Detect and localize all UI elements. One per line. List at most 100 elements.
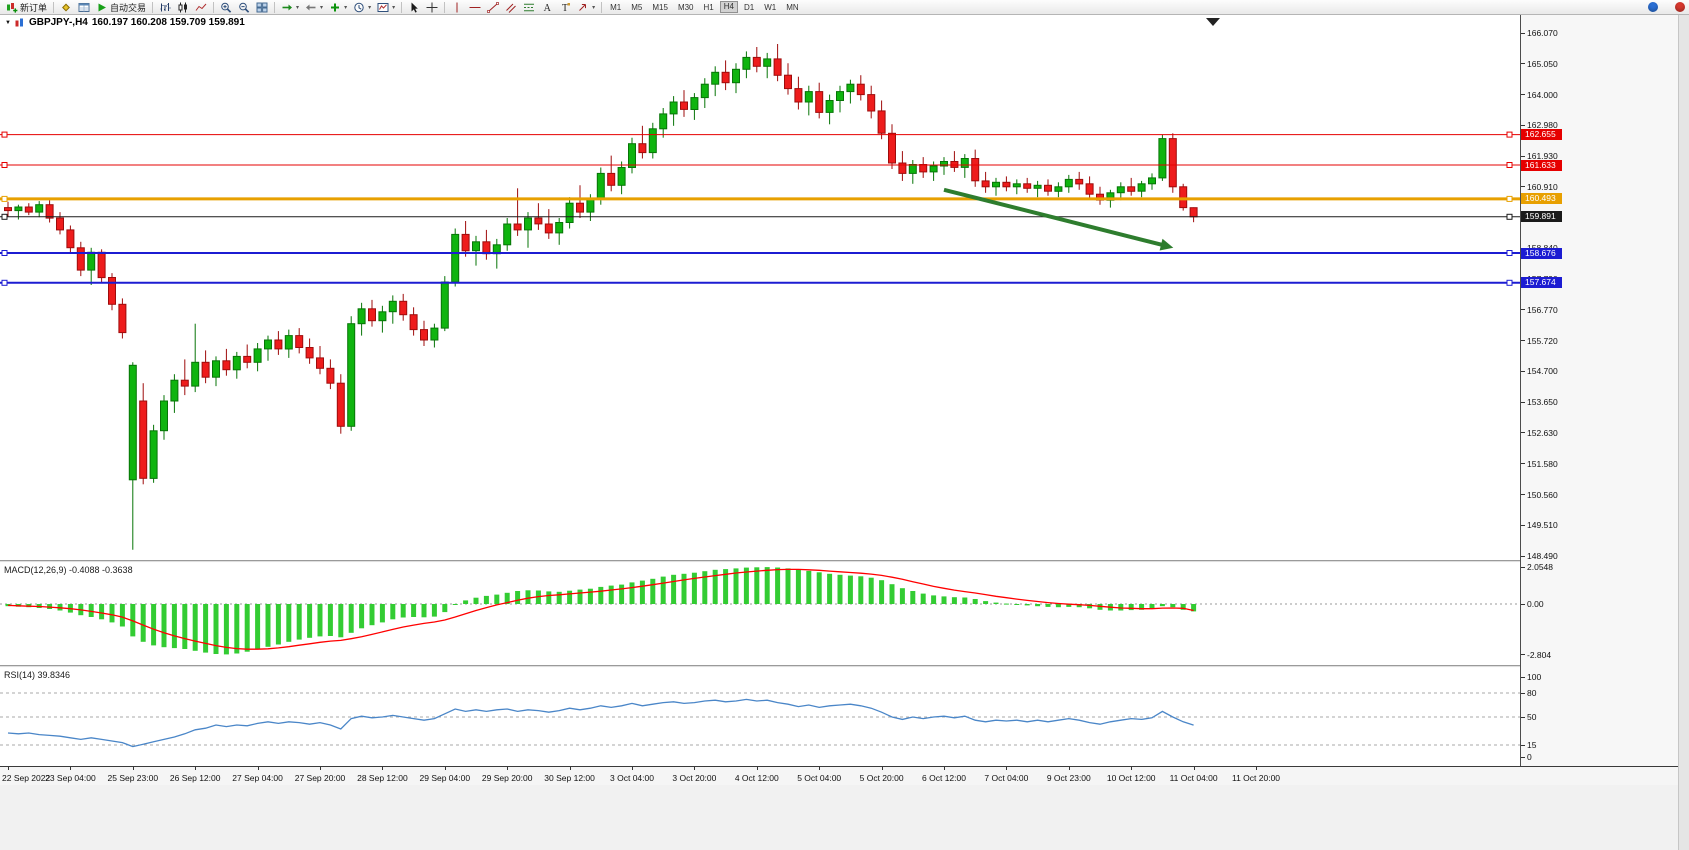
candle [253, 343, 262, 372]
templates-button[interactable]: ▾ [374, 1, 398, 14]
svg-text:T: T [562, 3, 568, 13]
cursor-button[interactable] [405, 1, 423, 14]
zoom-out-icon [239, 2, 250, 13]
price-tag-162.655: 162.655 [1521, 129, 1562, 141]
chart-shift-button[interactable]: ▾ [302, 1, 326, 14]
time-axis-tick [1131, 767, 1133, 770]
time-axis[interactable]: 22 Sep 2022 23 Sep 04:00 25 Sep 23:00 26 Se… [0, 766, 1678, 785]
line-chart-button[interactable] [192, 1, 210, 14]
price-axis[interactable]: 166.070 165.050 164.000 162.980 161.930 160.9… [1521, 15, 1678, 785]
auto-trading-button[interactable]: 自动交易 [93, 1, 149, 14]
text-label-tool-button[interactable]: T [556, 1, 574, 14]
macd-histogram-bar [431, 604, 437, 617]
timeframe-button-h1[interactable]: H1 [703, 3, 714, 12]
timeframe-button-mn[interactable]: MN [786, 3, 799, 12]
timeframe-button-m5[interactable]: M5 [631, 3, 643, 12]
rsi-canvas[interactable] [0, 668, 1520, 766]
price-axis-label: 150.560 [1527, 489, 1558, 500]
line-handle[interactable] [1506, 279, 1513, 286]
macd-axis-label: 0.00 [1527, 599, 1544, 609]
trendline-tool-button[interactable] [484, 1, 502, 14]
toolbar-separator [53, 1, 55, 13]
trend-arrow-line[interactable] [943, 187, 1166, 248]
macd-histogram-bar [192, 604, 198, 651]
auto-scroll-icon [282, 4, 293, 10]
timeframe-button-m15[interactable]: M15 [652, 3, 668, 12]
candle [1189, 207, 1198, 223]
macd-histogram-bar [983, 601, 989, 604]
line-handle[interactable] [1, 250, 8, 256]
candle [1137, 180, 1146, 198]
line-handle[interactable] [1506, 131, 1513, 138]
macd-histogram-bar [525, 590, 531, 604]
text-label-icon: T [562, 2, 571, 13]
candle [1085, 176, 1094, 199]
crosshair-button[interactable] [423, 1, 441, 14]
text-tool-button[interactable]: A [538, 1, 556, 14]
indicators-button[interactable]: ▾ [326, 1, 350, 14]
arrows-tool-button[interactable]: ▾ [574, 1, 598, 14]
candle [836, 85, 844, 113]
timeframe-button-d1[interactable]: D1 [743, 3, 755, 12]
candlestick-chart-button[interactable] [174, 1, 192, 14]
new-order-button[interactable]: 新订单 [3, 1, 50, 14]
line-handle[interactable] [1, 162, 8, 168]
status-blue-icon[interactable] [1648, 2, 1658, 12]
candle [160, 395, 168, 440]
tile-windows-button[interactable] [253, 1, 271, 14]
fibonacci-tool-button[interactable] [520, 1, 538, 14]
line-handle[interactable] [1, 195, 8, 202]
timeframe-button-w1[interactable]: W1 [764, 3, 777, 12]
candle [118, 298, 127, 339]
candle [108, 273, 116, 311]
line-handle[interactable] [1, 213, 8, 220]
macd-histogram-bar [99, 604, 105, 620]
time-axis-label: 7 Oct 04:00 [984, 773, 1029, 783]
zoom-out-button[interactable] [235, 1, 253, 14]
chart-menu-caret-icon[interactable]: ▼ [5, 19, 11, 26]
macd-histogram-bar [941, 596, 947, 604]
candle [4, 201, 12, 217]
timeframe-group: M1 M5 M15 M30 H1 H4 D1 W1 MN [605, 1, 804, 13]
periods-button[interactable]: ▾ [350, 1, 374, 14]
candle [711, 66, 720, 97]
status-red-icon[interactable] [1675, 2, 1685, 12]
time-axis-label: 11 Oct 04:00 [1169, 773, 1218, 783]
line-handle[interactable] [1506, 213, 1513, 220]
macd-histogram-bar [463, 600, 469, 604]
candle [773, 44, 782, 82]
line-chart-icon [195, 3, 207, 11]
macd-histogram-bar [359, 604, 365, 629]
macd-histogram-bar [723, 569, 729, 604]
auto-scroll-button[interactable]: ▾ [278, 1, 302, 14]
candle [170, 374, 179, 413]
chart-shift-marker[interactable] [1206, 18, 1220, 26]
line-handle[interactable] [1, 131, 8, 138]
macd-histogram-bar [764, 567, 770, 604]
line-handle[interactable] [1506, 250, 1513, 256]
vertical-line-tool-button[interactable] [448, 1, 466, 14]
right-scrollbar[interactable] [1678, 15, 1689, 850]
panel-separator[interactable] [0, 665, 1521, 668]
panel-separator[interactable] [0, 560, 1521, 563]
macd-histogram-bar [785, 568, 791, 604]
bar-chart-button[interactable] [156, 1, 174, 14]
channel-tool-button[interactable] [502, 1, 520, 14]
zoom-in-button[interactable] [217, 1, 235, 14]
price-axis-tick [1521, 463, 1525, 465]
macd-histogram-bar [671, 574, 677, 604]
timeframe-button-h4[interactable]: H4 [719, 1, 738, 13]
time-axis-tick [195, 767, 197, 770]
line-handle[interactable] [1506, 162, 1513, 168]
horizontal-line-tool-button[interactable] [466, 1, 484, 14]
main-chart-canvas[interactable] [0, 15, 1520, 560]
line-handle[interactable] [1506, 195, 1513, 202]
timeframe-button-m1[interactable]: M1 [610, 3, 622, 12]
macd-canvas[interactable] [0, 563, 1520, 665]
line-handle[interactable] [1, 279, 8, 286]
macd-histogram-bar [1076, 604, 1082, 608]
data-window-button[interactable] [75, 1, 93, 14]
macd-histogram-bar [910, 591, 916, 604]
timeframe-button-m30[interactable]: M30 [677, 3, 694, 12]
market-watch-button[interactable] [57, 1, 75, 14]
